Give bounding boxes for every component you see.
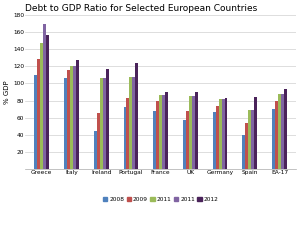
Bar (37, 59, 40, 169)
Bar (129, 77, 132, 169)
Bar (275, 101, 278, 169)
Bar (213, 112, 216, 169)
Bar (195, 92, 198, 169)
Bar (153, 111, 156, 169)
Bar (156, 101, 159, 169)
Bar (127, 98, 129, 169)
Bar (189, 96, 192, 169)
Bar (46, 35, 49, 169)
Bar (106, 69, 109, 169)
Bar (76, 61, 79, 169)
Bar (103, 78, 106, 169)
Bar (124, 107, 127, 169)
Bar (224, 98, 227, 169)
Bar (159, 95, 162, 169)
Bar (186, 111, 189, 169)
Bar (284, 90, 287, 169)
Bar (165, 92, 168, 169)
Bar (64, 78, 67, 169)
Bar (94, 131, 97, 169)
Y-axis label: % GDP: % GDP (4, 80, 10, 104)
Bar (40, 43, 43, 169)
Bar (70, 66, 73, 169)
Bar (281, 94, 284, 169)
Bar (67, 70, 70, 169)
Bar (43, 24, 46, 169)
Bar (216, 106, 219, 169)
Bar (278, 94, 281, 169)
Text: Debt to GDP Ratio for Selected European Countries: Debt to GDP Ratio for Selected European … (26, 4, 258, 13)
Bar (34, 75, 37, 169)
Bar (222, 99, 224, 169)
Bar (251, 110, 254, 169)
Bar (135, 63, 138, 169)
Bar (245, 123, 248, 169)
Bar (132, 77, 135, 169)
Bar (73, 66, 76, 169)
Bar (183, 120, 186, 169)
Bar (100, 78, 103, 169)
Bar (219, 99, 222, 169)
Bar (242, 135, 245, 169)
Bar (248, 110, 251, 169)
Bar (162, 95, 165, 169)
Bar (192, 96, 195, 169)
Legend: 2008, 2009, 2011, 2011, 2012: 2008, 2009, 2011, 2011, 2012 (100, 195, 221, 204)
Bar (97, 113, 100, 169)
Bar (272, 109, 275, 169)
Bar (254, 97, 257, 169)
